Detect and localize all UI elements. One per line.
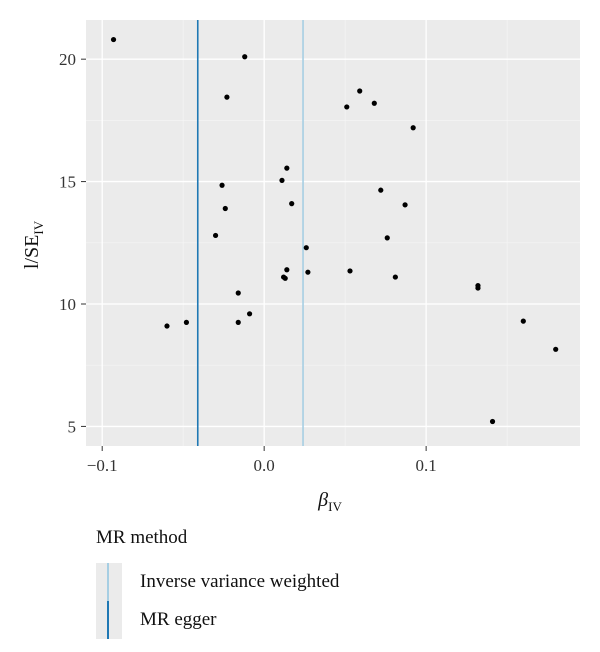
- x-axis-title: βIV: [317, 489, 342, 514]
- data-point: [222, 205, 228, 212]
- legend-item-egger: MR egger: [96, 601, 339, 639]
- legend-key-ivw: [96, 563, 122, 601]
- data-point: [164, 323, 170, 329]
- x-axis-title-subscript: IV: [328, 499, 342, 514]
- data-point: [371, 100, 377, 106]
- legend-title: MR method: [96, 527, 188, 548]
- data-point: [282, 275, 288, 281]
- mr-method-lines: [196, 20, 304, 446]
- x-tick-label: 0.1: [416, 456, 437, 475]
- legend-label-egger: MR egger: [140, 609, 217, 630]
- major-gridlines: [86, 20, 580, 446]
- data-point: [279, 177, 285, 183]
- data-point: [219, 182, 225, 188]
- data-point: [224, 94, 230, 100]
- data-point: [235, 290, 241, 296]
- data-point: [384, 235, 390, 241]
- y-axis-title-subscript: IV: [31, 220, 46, 234]
- data-point: [344, 104, 350, 110]
- data-point: [246, 311, 253, 317]
- legend-swatch-egger: [107, 601, 109, 639]
- x-axis: −0.1 0.0 0.1: [87, 446, 437, 475]
- legend: MR method Inverse variance weighted MR e…: [96, 527, 339, 639]
- data-point: [402, 202, 408, 208]
- data-point: [303, 245, 309, 251]
- data-point: [392, 274, 398, 280]
- data-point: [347, 268, 353, 274]
- legend-item-ivw: Inverse variance weighted: [96, 563, 339, 601]
- y-tick-label: 10: [59, 295, 76, 314]
- x-axis-title-main: β: [317, 489, 328, 511]
- legend-label-ivw: Inverse variance weighted: [140, 571, 340, 592]
- data-point: [242, 54, 248, 60]
- y-tick-label: 15: [59, 173, 76, 192]
- data-point: [305, 269, 311, 275]
- data-point: [212, 232, 219, 239]
- data-point: [284, 267, 290, 273]
- y-axis-title: l/SEIV: [21, 220, 46, 269]
- legend-key-egger: [96, 601, 122, 639]
- data-point: [289, 201, 295, 207]
- data-point: [183, 319, 190, 325]
- data-point: [235, 319, 241, 325]
- data-point: [284, 165, 290, 171]
- data-point: [357, 88, 363, 94]
- data-point: [410, 125, 416, 131]
- data-point: [110, 36, 117, 43]
- legend-swatch-ivw: [107, 563, 109, 601]
- y-axis: 5 10 15 20: [59, 50, 86, 436]
- y-tick-label: 5: [68, 417, 77, 436]
- data-points: [110, 36, 559, 425]
- y-tick-label: 20: [59, 50, 76, 69]
- x-tick-label: 0.0: [254, 456, 275, 475]
- data-point: [553, 346, 559, 352]
- data-point: [475, 285, 481, 291]
- minor-gridlines: [86, 20, 580, 446]
- data-point: [489, 418, 496, 425]
- data-point: [378, 187, 384, 193]
- data-point: [520, 318, 526, 324]
- plot-panel: [86, 20, 580, 446]
- y-axis-title-main: l/SE: [21, 235, 43, 269]
- x-tick-label: −0.1: [87, 456, 118, 475]
